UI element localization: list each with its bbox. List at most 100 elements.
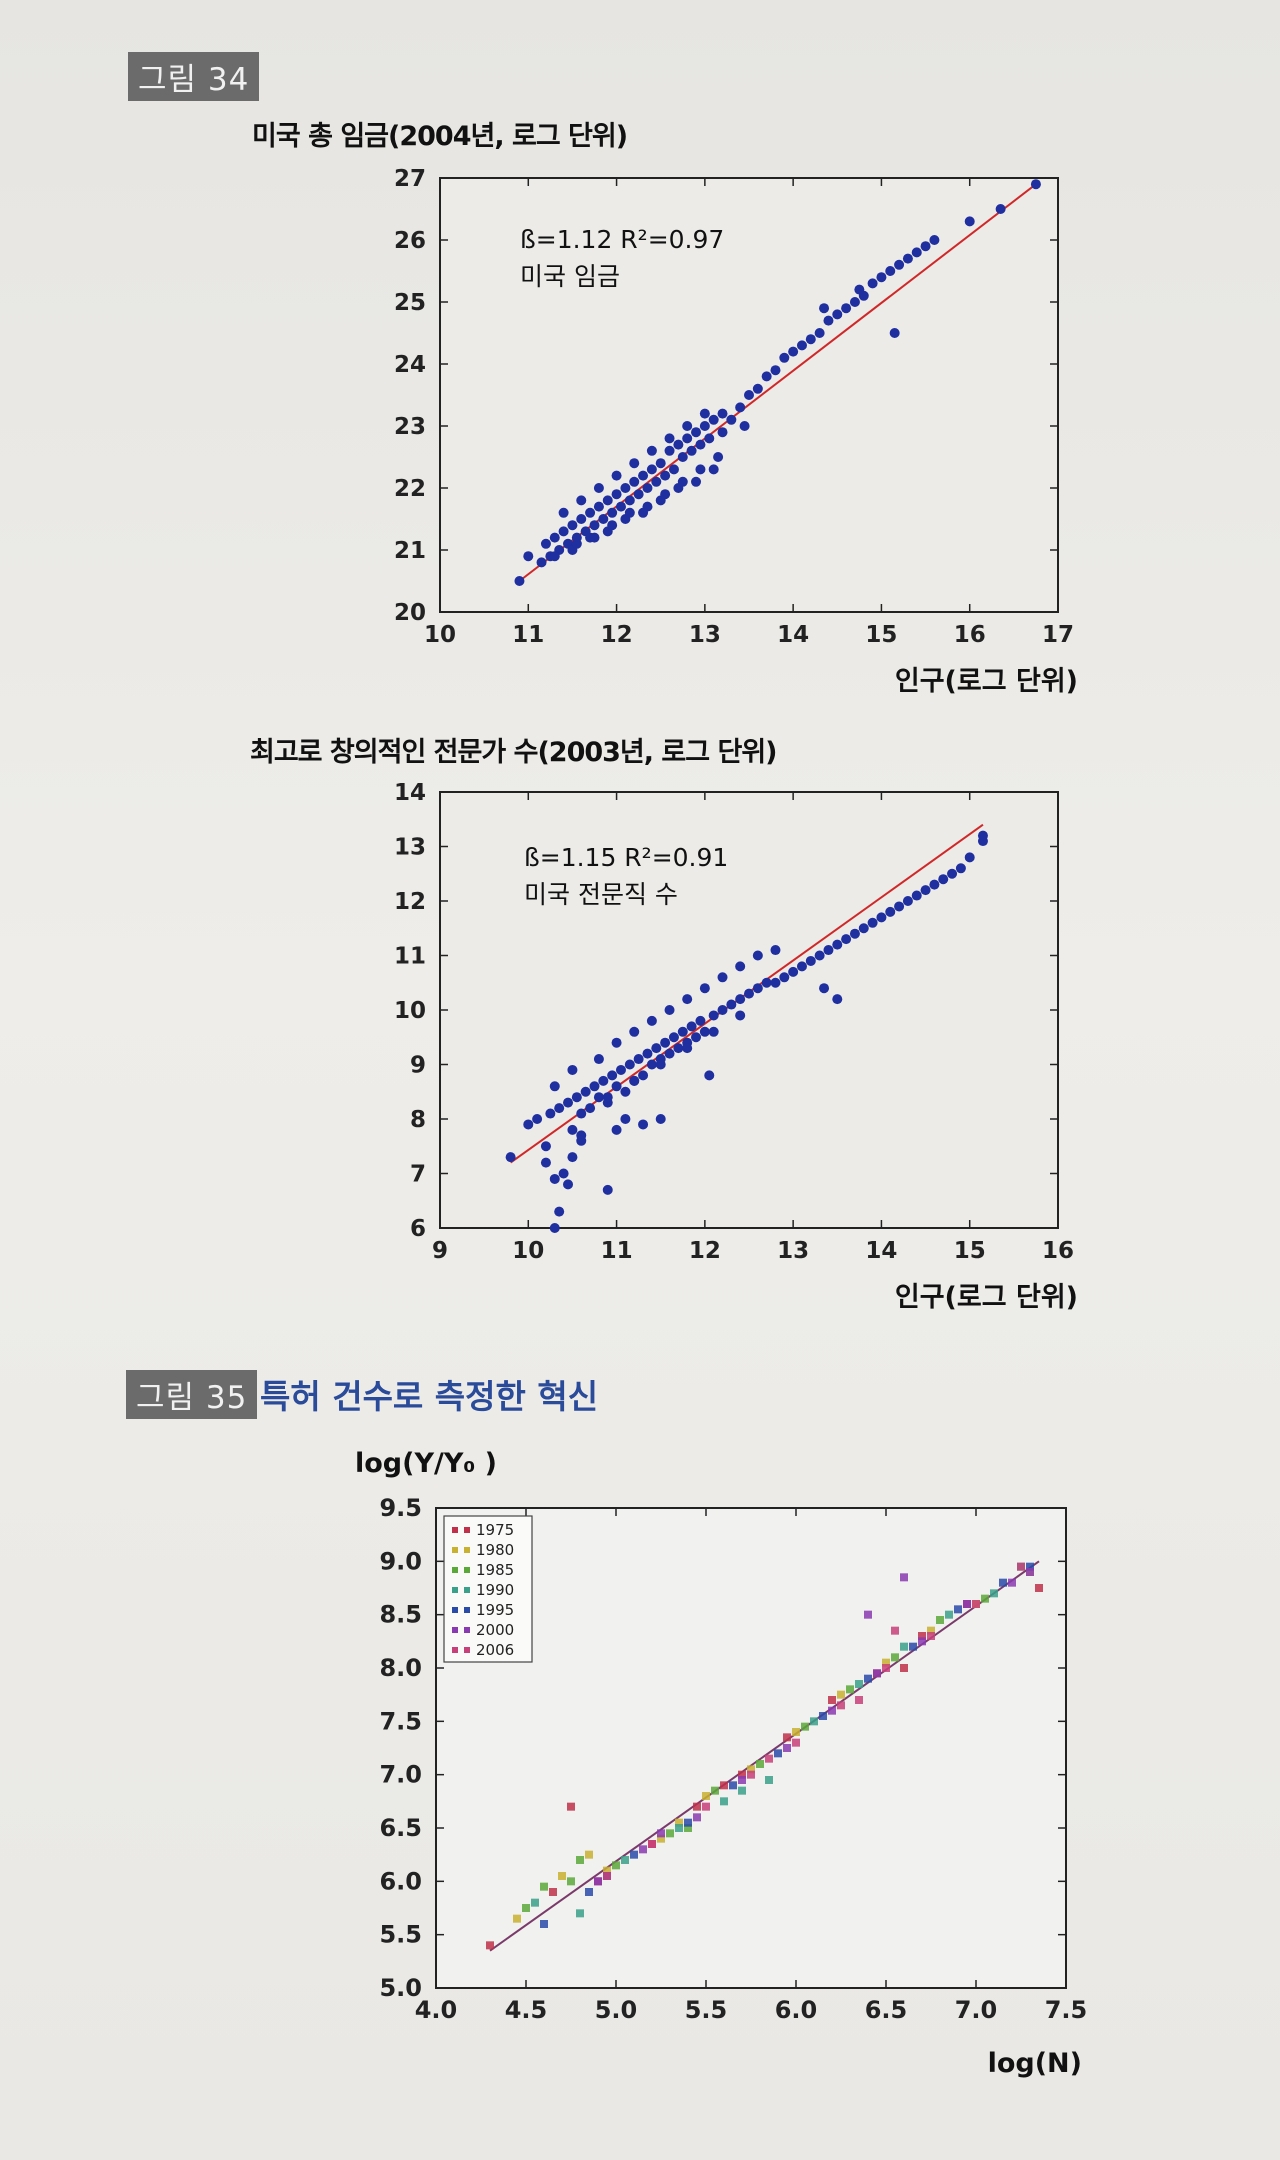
chart3-point [702,1792,710,1800]
chart3-point [702,1802,710,1811]
chart3-point [486,1941,494,1950]
chart2-y-tick-label: 8 [410,1107,426,1133]
chart2-point [752,983,763,994]
chart1-point [607,520,618,531]
chart2-point [695,1015,706,1026]
chart1-point [664,433,675,444]
chart3-point [774,1749,782,1758]
chart2-point [770,945,781,956]
chart3-point [684,1824,692,1832]
chart3-point [855,1680,863,1688]
chart1-point [514,576,525,586]
chart1-point [677,476,688,487]
chart1-point [735,402,746,413]
chart1-point [695,439,706,450]
chart1-point [598,514,609,524]
chart1-y-tick-label: 22 [394,476,426,502]
chart1-point [995,204,1006,214]
chart1-point [668,464,679,475]
chart1-point [704,433,715,444]
chart2-point [554,1206,565,1217]
chart3-legend-marker [464,1607,470,1613]
chart2-point [726,999,737,1010]
chart3-point [837,1701,845,1710]
chart1-point [576,514,587,524]
chart2-point [549,1081,560,1092]
chart3-legend-entry: 1980 [476,1541,514,1559]
chart3-x-tick-label: 7.0 [955,1996,998,2024]
chart2-point [607,1070,618,1081]
chart1-point [867,278,878,289]
chart2-point [805,955,816,966]
chart3-legend-marker [452,1527,458,1533]
chart2-y-tick-label: 12 [394,889,426,915]
chart3-point [567,1802,575,1811]
chart1-point [854,284,865,295]
chart3-point [756,1760,764,1768]
chart3-legend-marker [464,1567,470,1573]
chart3-point [738,1786,746,1795]
chart3-point [747,1765,755,1774]
chart1-point [708,464,719,475]
chart3-legend-entry: 1995 [476,1601,514,1619]
chart1-point [585,507,596,518]
chart3-legend-marker [464,1547,470,1553]
chart1-y-tick-label: 25 [394,290,426,316]
chart2-point [902,896,913,906]
chart2-point [858,923,869,934]
chart1-y-tick-label: 21 [394,538,426,564]
chart3-y-tick-label: 8.0 [379,1654,422,1682]
chart3-legend-marker [452,1587,458,1593]
chart1-point [744,390,754,400]
chart1-point [536,557,547,568]
chart3-x-axis-label: log(N) [988,2048,1082,2079]
chart2-point [620,1114,631,1124]
chart3-point [891,1653,899,1662]
chart3-point [954,1605,962,1614]
chart2-x-tick-label: 12 [689,1238,721,1264]
chart2-point [642,1048,653,1059]
chart3-point [846,1685,854,1694]
chart2-point [876,912,887,923]
chart2-point [549,1173,560,1184]
chart3-point [945,1610,953,1619]
chart1-point [633,489,644,500]
chart2-point [779,972,790,983]
chart3-point [891,1626,899,1635]
chart1-point [655,458,666,469]
chart2-point [593,1054,604,1065]
chart1-point [664,445,675,456]
chart3-point [828,1696,836,1704]
chart3-point [576,1856,584,1864]
chart1-point [699,408,710,419]
chart3-point [657,1829,665,1838]
chart3-point [819,1712,827,1720]
chart2-point [576,1108,587,1119]
chart1-point [642,501,653,512]
chart2-x-tick-label: 14 [865,1238,897,1264]
chart2-point [602,1092,613,1103]
chart3-point [792,1738,800,1747]
chart1-point [708,414,719,425]
chart1-point [624,495,635,506]
chart1-x-axis-label: 인구(로그 단위) [895,666,1078,697]
chart3-x-tick-label: 5.0 [595,1996,638,2024]
chart3-legend-marker [452,1607,458,1613]
chart1-x-tick-label: 17 [1042,622,1074,648]
chart3-point [828,1706,836,1715]
chart2-point [571,1092,582,1103]
chart3-y-axis-label: log(Y/Y₀ ) [355,1448,497,1479]
chart1-point [1030,179,1041,190]
figure-35-label: 그림 35 [126,1370,258,1419]
chart2-point [717,1005,728,1015]
chart1-point [682,433,693,444]
chart3-point [882,1664,890,1672]
chart2-point [646,1015,657,1026]
chart1-point [920,241,931,252]
chart1-point [739,421,750,431]
chart2-point [532,1114,543,1124]
chart1-point [607,507,618,518]
chart3-point [585,1888,593,1896]
chart2-point [929,879,940,890]
